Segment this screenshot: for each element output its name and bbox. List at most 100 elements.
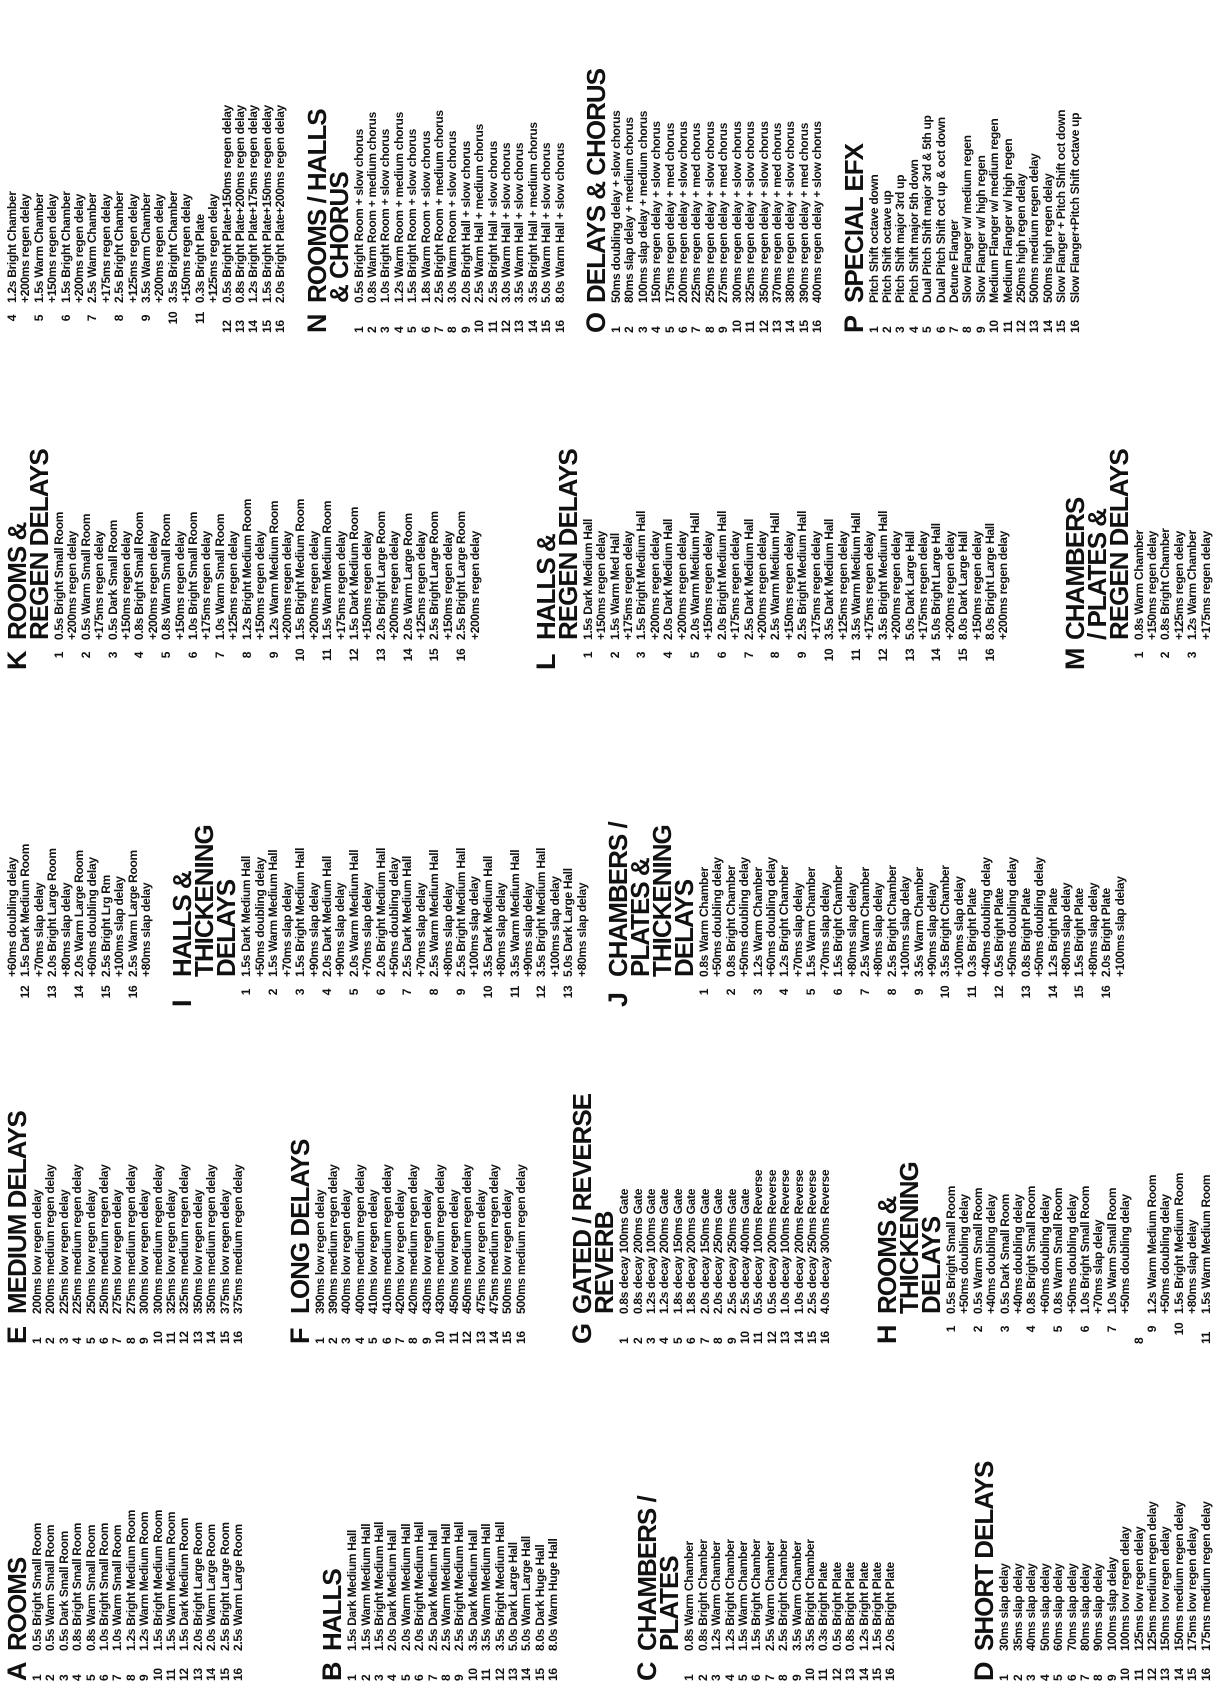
preset-text: 5.0s Dark Large Hall bbox=[506, 1542, 520, 1651]
preset-line: 1.5s Bright Chamber bbox=[749, 1539, 764, 1651]
preset-line: 1.0s Bright Small Room bbox=[186, 511, 201, 640]
preset-text: 125ms low regen delay bbox=[1132, 1527, 1146, 1651]
section: J CHAMBERS / PLATES & THICKENING DELAYS 1 0.8s… bbox=[603, 684, 1127, 1007]
preset-text: 2.0s Dark Medium Hall bbox=[385, 1530, 399, 1651]
preset-line: 3.0s Warm Room + slow chorus bbox=[445, 130, 460, 303]
preset-number: 6 bbox=[418, 326, 433, 333]
preset-line: 375ms medium regen delay bbox=[231, 1164, 246, 1314]
preset-number: 10 bbox=[737, 1331, 752, 1344]
preset-line: +200ms regen delay bbox=[306, 530, 321, 640]
preset-item: 2 1.5s Warm Medium Hall +70ms slap delay bbox=[266, 684, 294, 1007]
preset-text: 430ms low regen delay bbox=[420, 1190, 434, 1314]
preset-number: 1 bbox=[351, 326, 366, 333]
preset-line: +200ms regen delay bbox=[279, 530, 294, 640]
preset-item: 6 1.0s Bright Small Room +175ms regen dela… bbox=[186, 347, 214, 670]
preset-text: 225ms medium regen delay bbox=[70, 1164, 84, 1314]
preset-number: 4 bbox=[319, 988, 334, 996]
preset-item: 2 0.5s Warm Small Room bbox=[43, 1358, 58, 1681]
preset-number: 16 bbox=[982, 648, 997, 662]
preset-text: 1.2s Bright Plate +80ms slap delay bbox=[1046, 883, 1074, 977]
preset-line: Dual Pitch Shift major 3rd & 5th up bbox=[920, 115, 935, 303]
preset-text: 1.0s Bright Small Room bbox=[97, 1523, 111, 1651]
preset-item: 5 0.8s Warm Small Room +50ms doubling dela… bbox=[1051, 1021, 1079, 1344]
preset-line: 0.5s Bright Small Room bbox=[52, 511, 66, 640]
preset-line: 1.0s Bright Small Room bbox=[1077, 1185, 1092, 1314]
preset-item: 2 80ms slap delay + medium chorus bbox=[622, 10, 636, 333]
preset-item: 5 0.8s Warm Small Room +150ms regen delay bbox=[159, 347, 187, 670]
preset-line: 1.5s Bright Medium Room bbox=[293, 498, 308, 640]
preset-text: 3.5s Bright Chamber +150ms regen delay bbox=[166, 191, 194, 303]
preset-number: 11 bbox=[479, 1668, 494, 1681]
preset-item: 5 1.8s decay 150ms Gate bbox=[671, 1021, 685, 1344]
preset-line: 1.5s Bright Plate bbox=[1072, 888, 1087, 977]
section: +60ms doubling delay 12 1.5s Dark Medium R… bbox=[5, 684, 153, 1007]
preset-item: 11 3.5s Warm Medium Hall +175ms regen dela… bbox=[849, 347, 877, 670]
preset-line: 275ms medium regen delay bbox=[123, 1164, 138, 1314]
preset-line: 2.0s Dark Medium Hall bbox=[661, 518, 676, 640]
preset-line: +70ms slap delay bbox=[790, 882, 805, 977]
column: K ROOMS & REGEN DELAYS 1 0.5s Bright Small R… bbox=[0, 341, 1223, 678]
preset-line: +70ms slap delay bbox=[413, 882, 428, 977]
section-heading: D SHORT DELAYS bbox=[969, 1358, 999, 1681]
preset-text: 1.0s Warm Small Room +125ms regen delay bbox=[213, 514, 241, 640]
preset-text: 0.8s decay 100ms Gate bbox=[617, 1189, 631, 1314]
preset-number: 1 bbox=[345, 1674, 360, 1681]
preset-item: +60ms doubling delay bbox=[5, 684, 19, 1007]
preset-line: 0.8s Bright Small Room bbox=[132, 511, 147, 640]
preset-item: 1 0.8s Warm Chamber +150ms regen delay bbox=[1132, 347, 1160, 670]
preset-item: 15 500ms low regen delay bbox=[500, 1021, 514, 1344]
preset-line: 1.2s Bright Chamber bbox=[777, 865, 792, 977]
preset-line: 300ms medium regen delay bbox=[150, 1164, 165, 1314]
preset-number: 14 bbox=[400, 648, 415, 662]
preset-number: 4 bbox=[391, 326, 406, 333]
preset-item: 4 0.8s Bright Small Room +200ms regen dela… bbox=[132, 347, 160, 670]
preset-item: 16 8.0s Warm Huge Hall bbox=[546, 1358, 560, 1681]
preset-number: 8 bbox=[123, 1337, 138, 1344]
preset-item: 1 390ms low regen delay bbox=[313, 1021, 327, 1344]
preset-number bbox=[6, 977, 19, 1007]
section-letter: O bbox=[581, 311, 612, 333]
preset-text: 225ms regen delay + med chorus bbox=[689, 123, 703, 303]
section-heading: P SPECIAL EFX bbox=[839, 10, 869, 333]
preset-number: 8 bbox=[768, 651, 783, 659]
preset-text: 1.5s Bright Medium Hall +200ms regen dela… bbox=[634, 511, 662, 640]
preset-number: 4 bbox=[70, 1337, 85, 1344]
preset-item: 11 Medium Flanger w/ high regen bbox=[1001, 10, 1015, 333]
preset-line: 1.5s Bright Medium Hall bbox=[371, 1521, 386, 1651]
preset-number: 2 bbox=[43, 1674, 58, 1681]
preset-item: 2 1.5s Warm Medium Hall bbox=[359, 1358, 373, 1681]
preset-number: 7 bbox=[425, 1674, 440, 1681]
preset-line: 1.0s decay 200ms Reverse bbox=[791, 1169, 806, 1314]
preset-line: 0.8s Warm Chamber bbox=[697, 867, 712, 977]
preset-number: 13 bbox=[1027, 320, 1042, 333]
preset-text: 0.5s Bright Plate+150ms regen delay bbox=[220, 105, 234, 303]
section-heading: E MEDIUM DELAYS bbox=[2, 1021, 32, 1344]
section-title: DELAYS & CHORUS bbox=[581, 69, 611, 303]
preset-number: 9 bbox=[795, 651, 810, 659]
preset-line: 3.5s Bright Medium Hall bbox=[875, 510, 890, 640]
preset-text: 0.5s Bright Small Room +200ms regen delay bbox=[52, 511, 80, 640]
preset-text: 3.5s Bright Medium Hall +100ms slap delay bbox=[534, 848, 562, 977]
preset-item: 4 1.2s decay 200ms Gate bbox=[657, 1021, 671, 1344]
preset-number: 2 bbox=[266, 988, 281, 996]
preset-line: 350ms regen delay + slow chorus bbox=[756, 121, 771, 303]
preset-number: 6 bbox=[379, 1337, 394, 1344]
preset-item: 8 2.5s Warm Medium Hall +150ms regen delay bbox=[768, 347, 796, 670]
preset-line: 2.0s Warm Medium Hall bbox=[346, 849, 361, 977]
preset-item: 7 1.0s Warm Small Room +50ms doubling dela… bbox=[1105, 1021, 1133, 1344]
preset-number: 1 bbox=[30, 1337, 44, 1344]
preset-line: +175ms regen delay bbox=[92, 530, 107, 640]
preset-item: 11 0.3s Bright Plate bbox=[816, 1358, 830, 1681]
preset-item: 11 125ms low regen delay bbox=[1132, 1358, 1146, 1681]
section-letter: L bbox=[530, 653, 561, 671]
preset-item: 2 0.8s Bright Chamber +50ms doubling delay bbox=[724, 684, 752, 1007]
preset-number: 4 bbox=[1024, 1325, 1039, 1333]
preset-line: +200ms regen delay bbox=[387, 530, 402, 640]
preset-number: 14 bbox=[72, 985, 87, 999]
preset-line: 2.5s Warm Chamber bbox=[85, 193, 100, 303]
preset-line: +150ms regen delay bbox=[1144, 530, 1159, 640]
preset-number: 5 bbox=[804, 988, 819, 996]
preset-item: 7 2.5s Warm Chamber bbox=[763, 1358, 777, 1681]
section: E MEDIUM DELAYS 1 200ms low regen delay 2 200… bbox=[2, 1021, 246, 1344]
preset-item: 15 2.5s Bright Large Room bbox=[218, 1358, 232, 1681]
